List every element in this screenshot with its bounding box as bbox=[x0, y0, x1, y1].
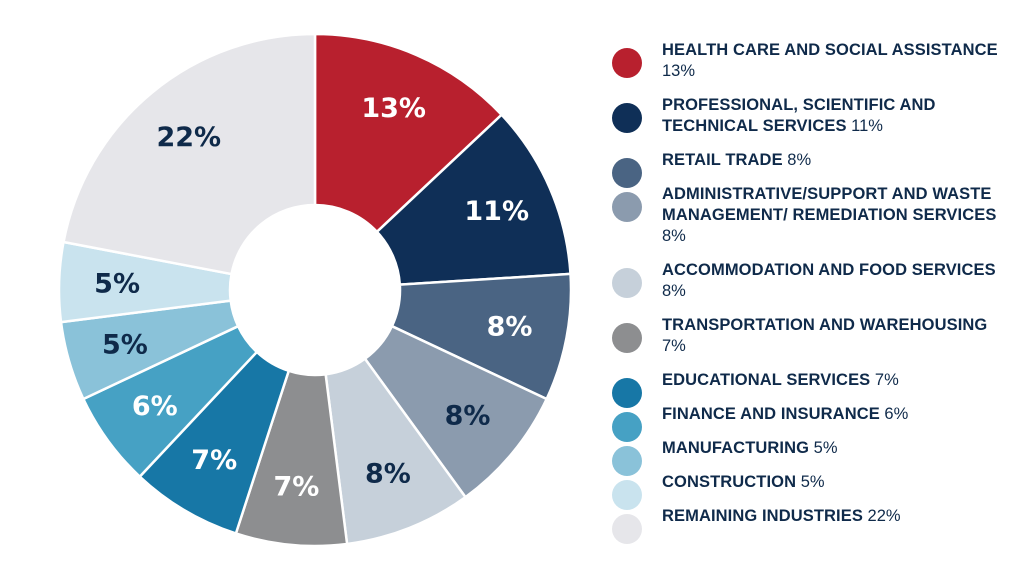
slice-value-label: 11% bbox=[464, 196, 529, 227]
legend-value: 7% bbox=[662, 337, 686, 355]
legend-swatch bbox=[612, 514, 642, 544]
legend-label: EDUCATIONAL SERVICES bbox=[662, 371, 871, 389]
legend-label: HEALTH CARE AND SOCIAL ASSISTANCE bbox=[662, 41, 998, 59]
slice-value-label: 13% bbox=[361, 93, 426, 124]
legend-item: REMAINING INDUSTRIES 22% bbox=[612, 506, 1012, 544]
legend-label: REMAINING INDUSTRIES bbox=[662, 507, 863, 525]
legend-item: FINANCE AND INSURANCE 6% bbox=[612, 404, 1012, 442]
slice-value-label: 5% bbox=[94, 268, 140, 299]
legend-label: MANUFACTURING bbox=[662, 439, 810, 457]
legend-label: PROFESSIONAL, SCIENTIFIC AND TECHNICAL S… bbox=[662, 96, 936, 135]
legend-item: RETAIL TRADE 8% bbox=[612, 150, 1012, 188]
slice-value-label: 7% bbox=[273, 472, 319, 503]
legend-label: CONSTRUCTION bbox=[662, 473, 797, 491]
pie-slice bbox=[62, 32, 317, 276]
legend-swatch bbox=[612, 446, 642, 476]
legend-swatch bbox=[612, 323, 642, 353]
legend-swatch bbox=[612, 192, 642, 222]
legend-item: MANUFACTURING 5% bbox=[612, 438, 1012, 476]
legend-value: 6% bbox=[884, 405, 909, 423]
legend-label: FINANCE AND INSURANCE bbox=[662, 405, 880, 423]
legend-item: ADMINISTRATIVE/SUPPORT AND WASTE MANAGEM… bbox=[612, 184, 1012, 247]
legend-item: PROFESSIONAL, SCIENTIFIC AND TECHNICAL S… bbox=[612, 95, 1012, 137]
legend-item: CONSTRUCTION 5% bbox=[612, 472, 1012, 510]
slice-value-label: 6% bbox=[132, 391, 178, 422]
donut-chart: 13% 11% 8% 8% 8% 7% 7% 6% 5% 5% 22% bbox=[57, 32, 573, 548]
pie-slice bbox=[313, 32, 503, 234]
slice-value-label: 7% bbox=[191, 445, 237, 476]
slice-value-label: 8% bbox=[487, 312, 533, 343]
legend-swatch bbox=[612, 48, 642, 78]
legend-swatch bbox=[612, 103, 642, 133]
legend-swatch bbox=[612, 480, 642, 510]
legend-label: RETAIL TRADE bbox=[662, 151, 783, 169]
legend-value: 8% bbox=[662, 282, 686, 300]
pie-slice bbox=[375, 113, 572, 286]
legend-item: EDUCATIONAL SERVICES 7% bbox=[612, 370, 1012, 408]
legend-value: 11% bbox=[851, 117, 883, 135]
legend-value: 5% bbox=[813, 439, 838, 457]
legend-swatch bbox=[612, 268, 642, 298]
legend-swatch bbox=[612, 412, 642, 442]
legend-value: 8% bbox=[787, 151, 812, 169]
slice-value-label: 5% bbox=[102, 330, 148, 361]
legend-value: 7% bbox=[874, 371, 899, 389]
legend-value: 8% bbox=[662, 227, 686, 245]
slice-value-label: 8% bbox=[365, 459, 411, 490]
legend-item: TRANSPORTATION AND WAREHOUSING 7% bbox=[612, 315, 1012, 357]
legend-swatch bbox=[612, 158, 642, 188]
legend-item: HEALTH CARE AND SOCIAL ASSISTANCE 13% bbox=[612, 40, 1012, 82]
legend-item: ACCOMMODATION AND FOOD SERVICES 8% bbox=[612, 260, 1012, 302]
legend-swatch bbox=[612, 378, 642, 408]
legend-value: 13% bbox=[662, 62, 696, 80]
legend-label: ACCOMMODATION AND FOOD SERVICES bbox=[662, 261, 996, 279]
slice-value-label: 22% bbox=[156, 122, 221, 153]
legend-label: ADMINISTRATIVE/SUPPORT AND WASTE MANAGEM… bbox=[662, 185, 997, 224]
legend-value: 5% bbox=[800, 473, 825, 491]
legend-value: 22% bbox=[867, 507, 901, 525]
chart-legend: HEALTH CARE AND SOCIAL ASSISTANCE 13% PRO… bbox=[612, 40, 1012, 544]
slice-value-label: 8% bbox=[445, 401, 491, 432]
legend-label: TRANSPORTATION AND WAREHOUSING bbox=[662, 316, 988, 334]
